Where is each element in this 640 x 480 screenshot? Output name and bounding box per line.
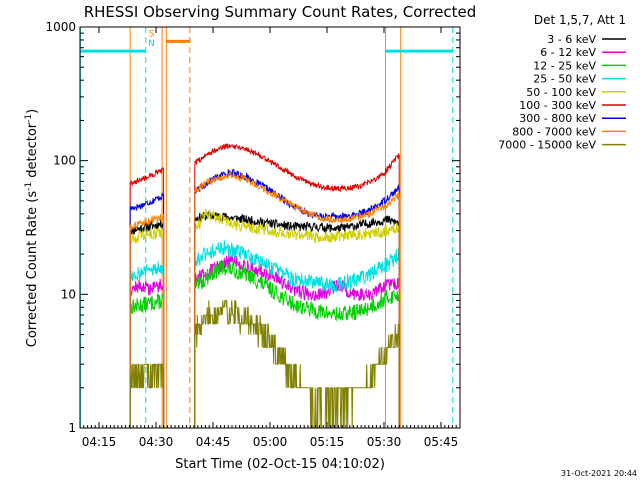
legend-label-8: 7000 - 15000 keV xyxy=(498,139,596,152)
y-tick-label-3: 1000 xyxy=(45,20,76,34)
x-tick-label-0: 04:15 xyxy=(82,435,117,449)
plot-area: SN xyxy=(79,27,454,429)
x-tick-label-5: 05:30 xyxy=(367,435,402,449)
series-line-2-1 xyxy=(194,260,400,322)
legend-label-6: 300 - 800 keV xyxy=(519,112,596,125)
y-tick-label-2: 100 xyxy=(53,154,76,168)
x-tick-label-6: 05:45 xyxy=(424,435,459,449)
y-tick-label-0: 1 xyxy=(68,421,76,435)
x-axis-label: Start Time (02-Oct-15 04:10:02) xyxy=(175,457,385,472)
series-line-8-1 xyxy=(194,299,400,429)
flag-label-1: N xyxy=(148,39,155,49)
legend-label-7: 800 - 7000 keV xyxy=(512,125,596,138)
y-axis-label-sup1: -1 xyxy=(24,182,34,191)
series-line-8-0 xyxy=(130,363,164,389)
legend-label-3: 25 - 50 keV xyxy=(533,73,596,86)
series-line-6-0 xyxy=(129,192,165,212)
legend-label-2: 12 - 25 keV xyxy=(533,59,596,72)
y-tick-label-1: 10 xyxy=(61,287,76,301)
series-line-7-0 xyxy=(129,213,165,230)
y-axis-label-sup2: -1 xyxy=(24,114,34,123)
y-axis-label-mid: detector xyxy=(25,122,40,182)
series-line-3-0 xyxy=(129,261,165,281)
legend-label-5: 100 - 300 keV xyxy=(519,99,596,112)
y-axis-label-end: ) xyxy=(25,109,40,114)
series-line-1-1 xyxy=(194,253,400,302)
x-tick-label-4: 05:15 xyxy=(310,435,345,449)
series-line-0-1 xyxy=(194,211,400,234)
series-line-2-0 xyxy=(129,293,165,315)
series-line-4-0 xyxy=(129,226,165,244)
legend-label-1: 6 - 12 keV xyxy=(540,46,596,59)
footer-date: 31-Oct-2021 20:44 xyxy=(561,469,637,478)
x-tick-label-2: 04:45 xyxy=(196,435,231,449)
x-tick-label-3: 05:00 xyxy=(253,435,288,449)
y-axis-label-main: Corrected Count Rate (s xyxy=(25,191,40,348)
y-axis-label: Corrected Count Rate (s-1 detector-1) xyxy=(24,109,40,347)
x-tick-label-1: 04:30 xyxy=(139,435,174,449)
chart-title: RHESSI Observing Summary Count Rates, Co… xyxy=(84,3,477,21)
legend-label-4: 50 - 100 keV xyxy=(526,86,596,99)
legend-title: Det 1,5,7, Att 1 xyxy=(534,13,626,27)
axes: 04:15 04:30 04:45 05:00 05:15 05:30 05:45 1 10 10… xyxy=(45,20,461,449)
series-line-5-1 xyxy=(194,143,400,193)
series-line-5-0 xyxy=(129,166,165,187)
series-line-4-1 xyxy=(194,208,400,245)
legend-label-0: 3 - 6 keV xyxy=(547,33,596,46)
series-line-3-1 xyxy=(194,240,400,294)
series-line-1-0 xyxy=(129,278,165,297)
flag-label-0: S xyxy=(149,29,155,39)
series-line-7-1 xyxy=(194,170,400,225)
